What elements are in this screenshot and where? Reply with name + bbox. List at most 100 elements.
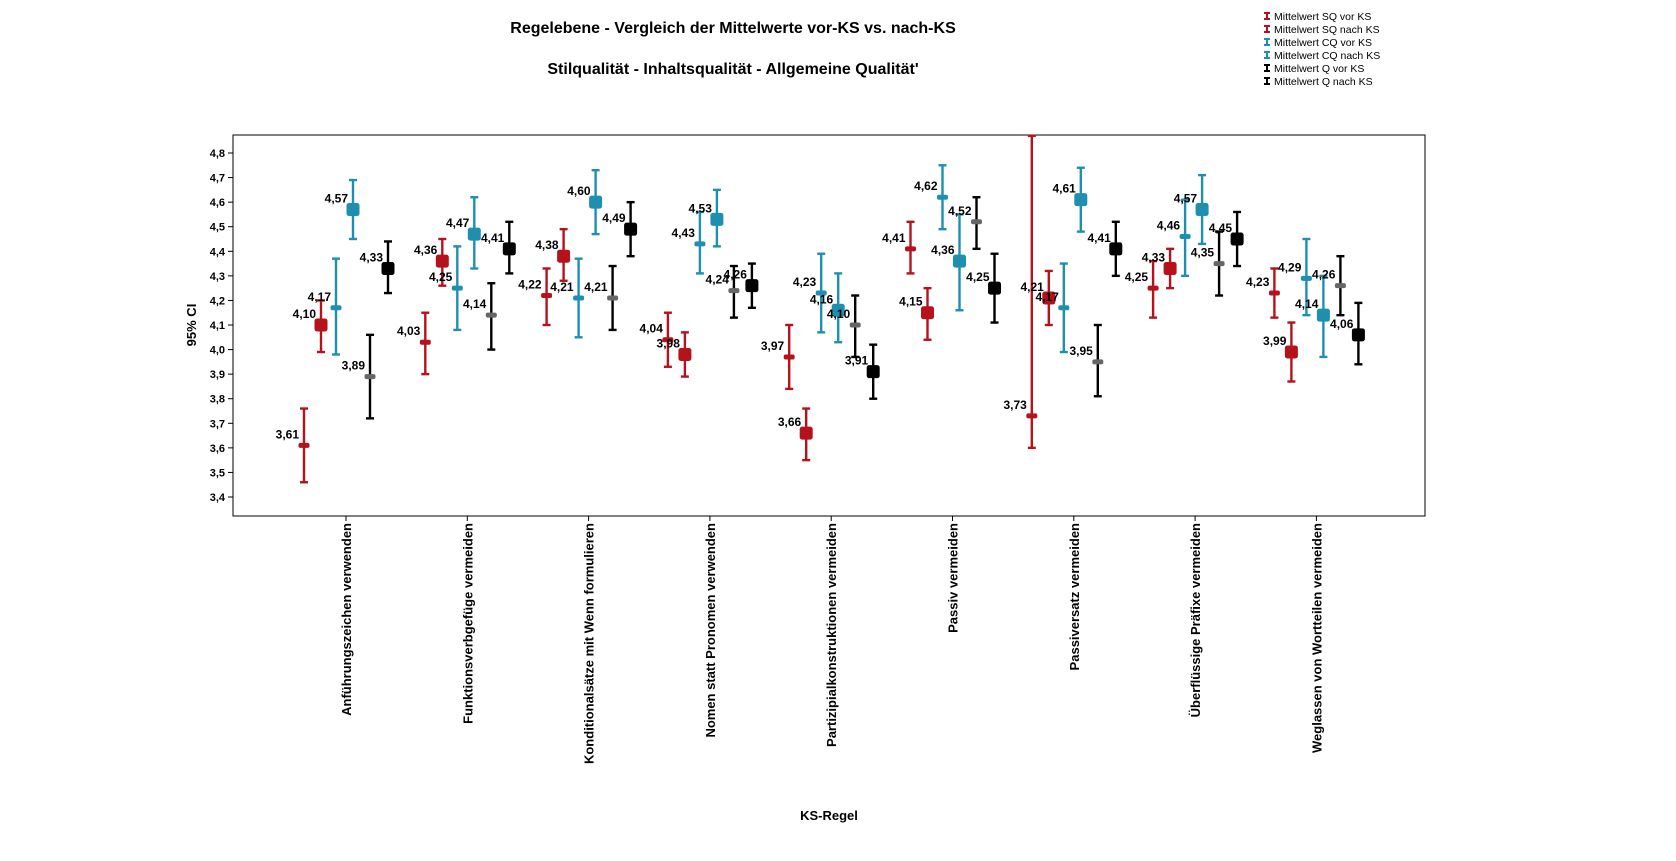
mean-marker [905,246,916,252]
x-category-label: Funktionsverbgefüge vermeiden [460,523,475,724]
data-label: 4,17 [1035,290,1059,304]
data-label: 4,41 [882,231,906,245]
y-tick-label: 3,8 [210,394,225,406]
data-label: 3,99 [1263,334,1287,348]
mean-marker [1179,234,1191,240]
mean-marker [451,285,463,291]
mean-marker [1147,285,1159,291]
mean-marker [1316,308,1330,322]
data-label: 4,14 [463,297,487,311]
x-category-label: Partizipialkonstruktionen vermeiden [824,523,839,747]
data-label: 4,41 [1087,231,1111,245]
data-label: 4,14 [1295,297,1319,311]
mean-marker [971,219,982,225]
mean-marker [607,295,619,301]
data-label: 4,43 [672,226,696,240]
mean-marker [485,312,497,318]
data-label: 4,22 [518,278,542,292]
data-label: 4,25 [429,270,453,284]
mean-marker [573,295,585,301]
legend-entry: Mittelwert Q vor KS [1274,63,1364,75]
data-label: 3,91 [845,354,869,368]
mean-marker [1213,261,1225,267]
data-label: 3,66 [778,415,802,429]
mean-marker [589,195,603,209]
y-tick-label: 3,4 [210,492,226,504]
data-label: 4,26 [724,268,748,282]
data-label: 4,25 [966,270,990,284]
data-label: 4,21 [550,280,574,294]
data-label: 4,46 [1157,219,1181,233]
mean-marker [364,374,376,380]
y-tick-label: 4,6 [210,197,225,209]
data-label: 4,62 [914,179,938,193]
mean-marker [1300,275,1312,281]
mean-marker [815,290,827,296]
mean-marker [1334,283,1346,289]
mean-marker [1351,328,1365,342]
series-group: 3,61 4,03 4,22 4,04 3,97 4,41 3,73 4,25 4,23 [276,134,1280,484]
data-label: 4,41 [481,231,505,245]
data-label: 4,38 [535,238,559,252]
data-label: 4,29 [1278,260,1302,274]
mean-marker [1026,413,1038,419]
x-category-label: Überflüssige Präfixe vermeiden [1188,523,1203,717]
data-label: 4,21 [584,280,608,294]
mean-marker [502,242,516,256]
series-group: 4,17 4,25 4,21 4,43 4,23 4,62 4,17 4,46 4,29 [308,164,1312,356]
y-tick-label: 4,3 [210,271,225,283]
data-label: 4,10 [827,307,851,321]
mean-marker [710,212,724,226]
data-label: 4,60 [567,184,591,198]
mean-marker [937,194,948,200]
data-label: 4,57 [325,192,349,206]
data-label: 4,06 [1330,317,1354,331]
data-label: 4,25 [1125,270,1149,284]
data-label: 4,52 [948,204,972,218]
y-tick-label: 4,5 [210,222,225,234]
chart-title: Regelebene - Vergleich der Mittelwerte v… [510,20,956,37]
data-label: 3,97 [761,339,785,353]
mean-marker [541,293,553,299]
x-category-label: Nomen statt Pronomen verwenden [703,523,718,738]
data-label: 4,36 [931,243,955,257]
mean-marker [728,288,740,294]
mean-marker [467,227,481,241]
mean-marker [1230,232,1244,246]
mean-marker [1092,359,1104,365]
data-label: 3,73 [1003,398,1027,412]
y-tick-label: 3,5 [210,467,225,479]
mean-marker [435,254,449,268]
y-tick-label: 4,7 [210,173,225,185]
x-category-label: Weglassen von Wortteilen vermeiden [1309,523,1324,753]
data-label: 3,95 [1069,344,1093,358]
data-label: 4,04 [640,322,664,336]
series-group: 4,33 4,41 4,49 4,26 3,91 4,25 4,41 4,45 4,06 [360,200,1365,400]
x-category-label: Anführungszeichen verwenden [339,523,354,716]
mean-marker [346,203,360,217]
y-tick-label: 3,6 [210,443,225,455]
chart-subtitle: Stilqualität - Inhaltsqualität - Allgeme… [547,61,918,78]
y-tick-label: 4,2 [210,295,225,307]
mean-marker [557,249,571,263]
y-tick-label: 3,9 [210,369,225,381]
x-category-label: Konditionalsätze mit Wenn formulieren [582,523,597,764]
data-label: 4,47 [446,216,470,230]
y-axis-title: 95% CI [184,304,199,347]
data-label: 3,89 [342,359,366,373]
mean-marker [831,303,845,317]
mean-marker [694,241,706,247]
series-group: 4,57 4,47 4,60 4,53 4,16 4,36 4,61 4,57 4,14 [325,166,1330,359]
mean-marker [662,337,674,343]
y-tick-label: 4,1 [210,320,225,332]
mean-marker [921,306,934,320]
data-label: 4,10 [293,307,317,321]
data-label: 4,49 [602,211,626,225]
y-axis: 3,4 3,5 3,6 3,7 3,8 3,9 4,0 4,1 4,2 4,3 4,4 4,5 4,6 4… [210,148,233,504]
data-label: 4,33 [360,250,384,264]
mean-marker [1109,242,1123,256]
x-category-label: Passiv vermeiden [946,523,961,633]
data-label: 4,16 [810,292,834,306]
